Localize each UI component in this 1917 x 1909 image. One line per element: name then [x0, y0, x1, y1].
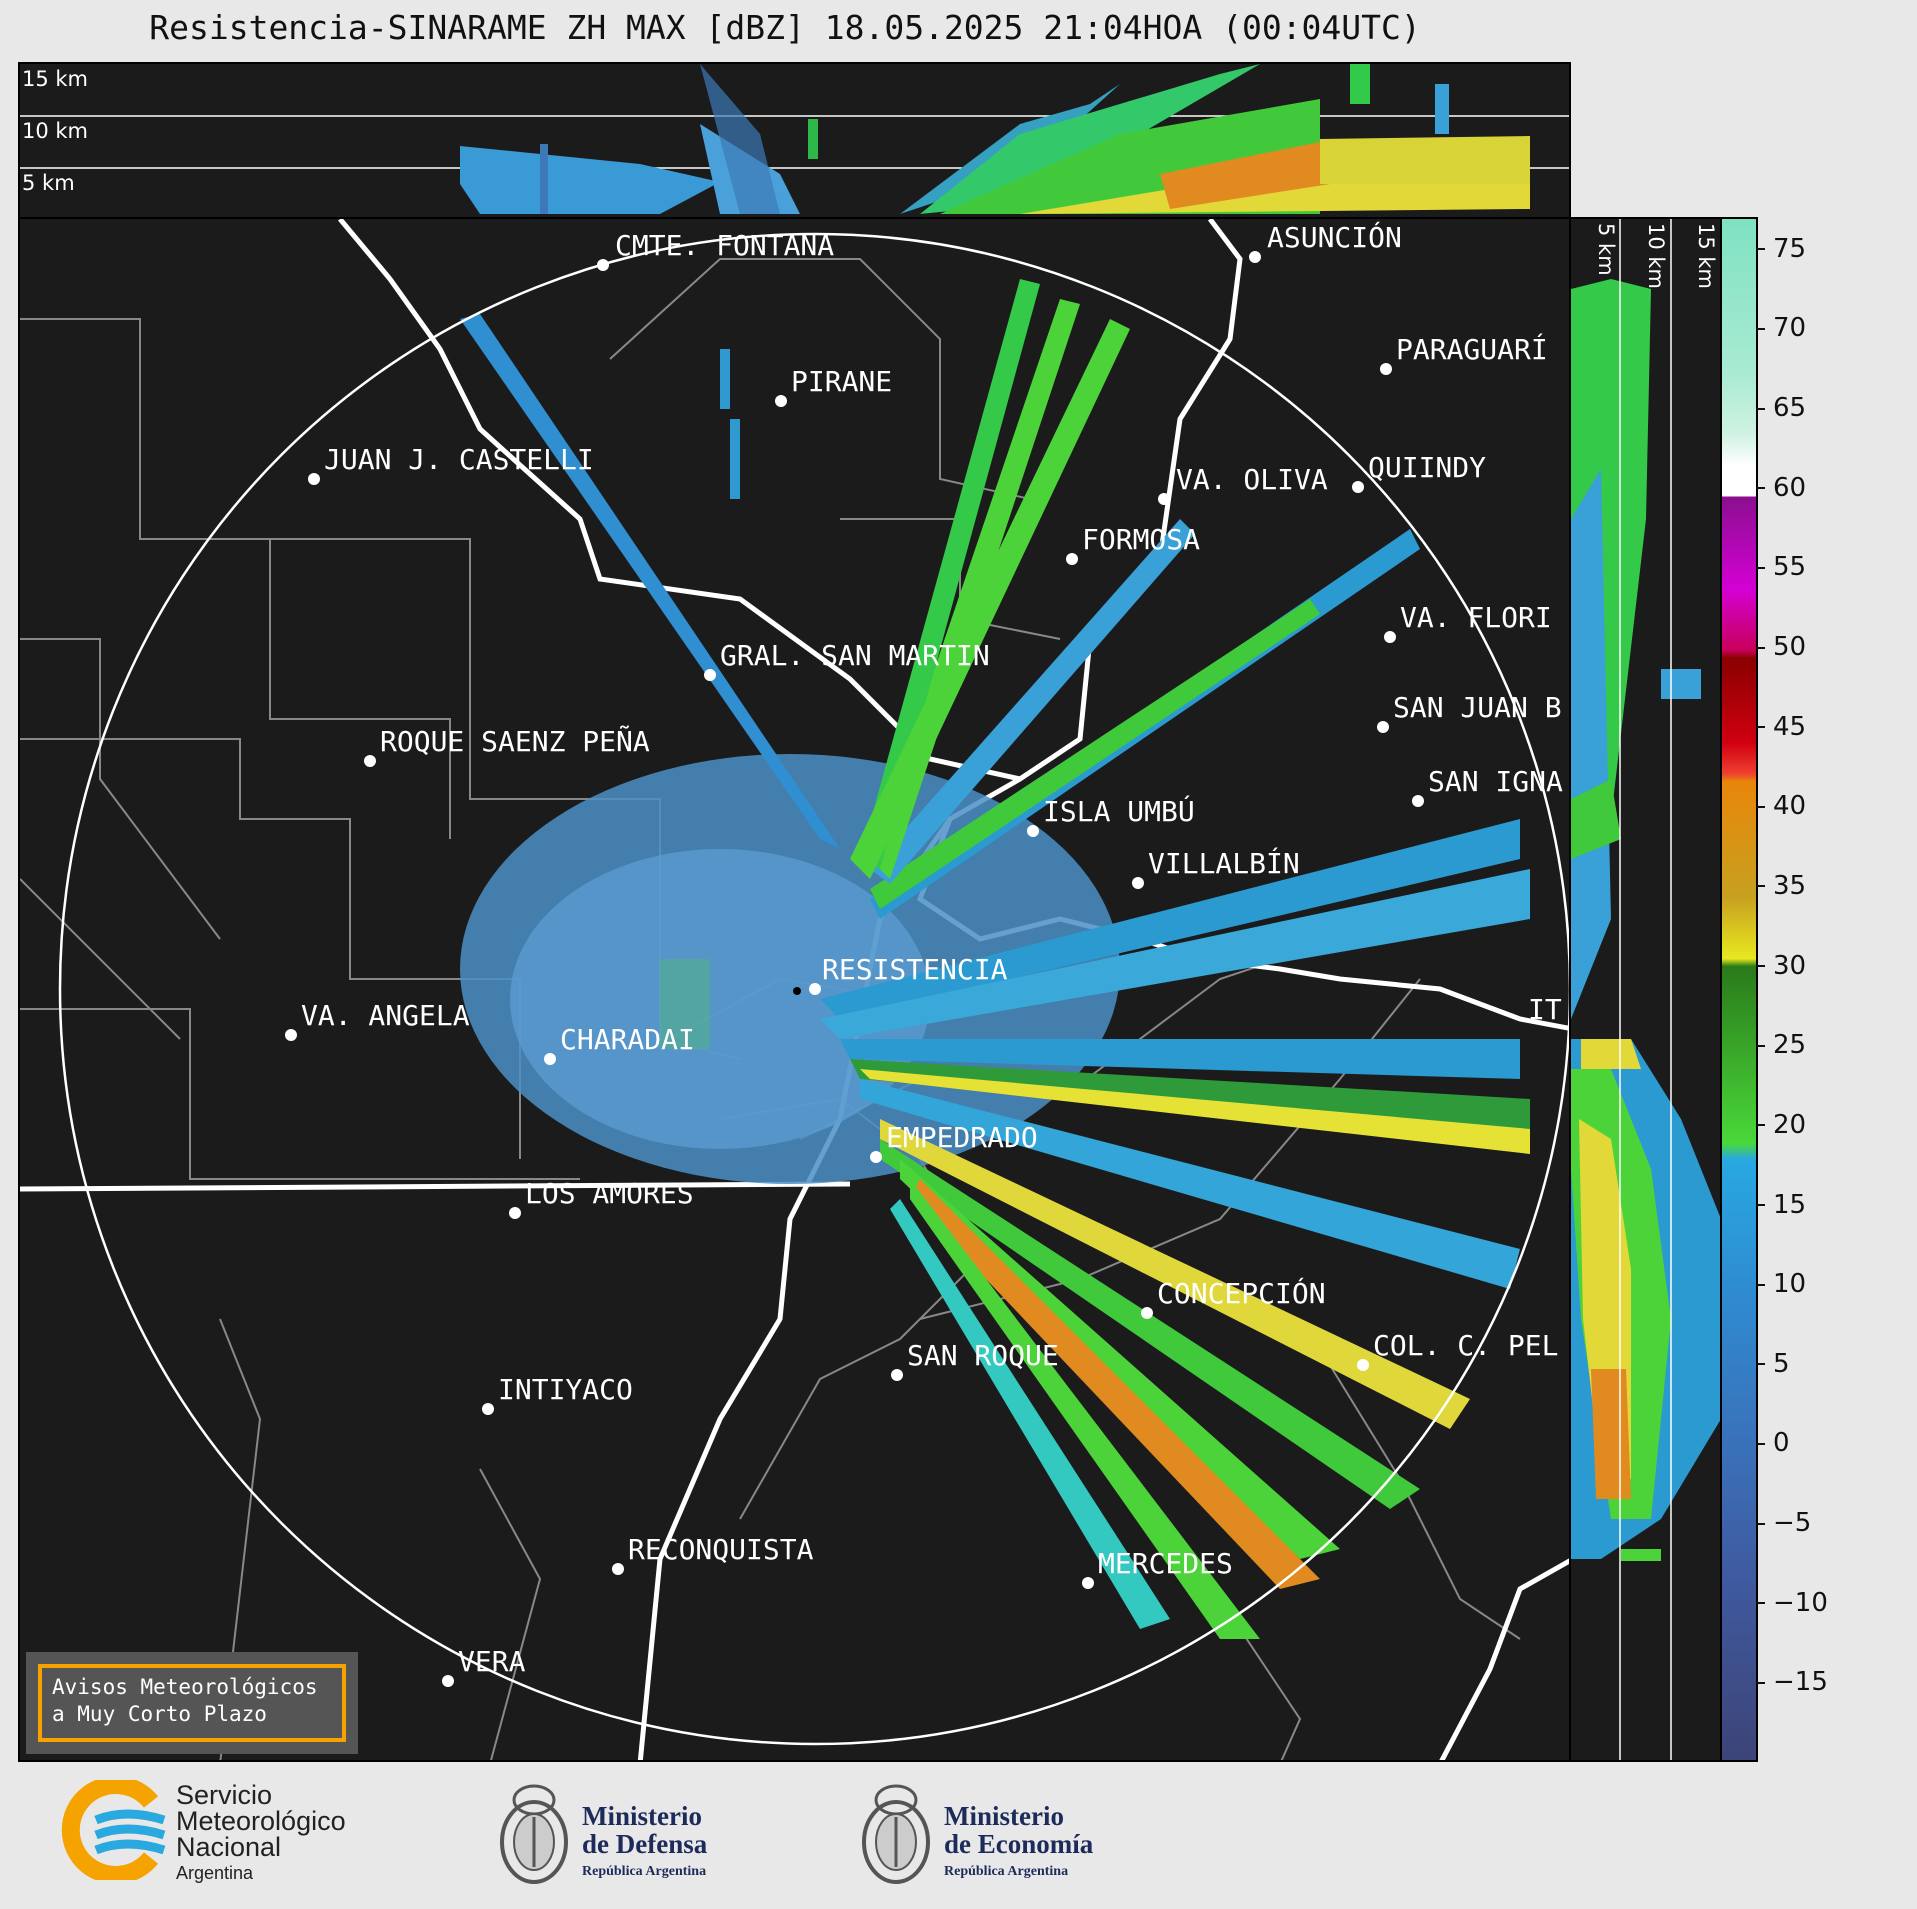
city-label: MERCEDES: [1098, 1547, 1233, 1580]
colorbar-tick-label: 10: [1756, 1269, 1806, 1299]
colorbar-tick-label: 55: [1756, 552, 1806, 582]
ministry-name: de Economía: [944, 1829, 1094, 1859]
colorbar-tick-label: 30: [1756, 951, 1806, 981]
city-label: LOS AMORES: [525, 1177, 694, 1210]
colorbar-tick-label: 60: [1756, 473, 1806, 503]
top-height-label: 15 km: [22, 67, 88, 91]
smn-logo: Servicio Meteorológico Nacional Argentin…: [56, 1780, 396, 1890]
city-label: FORMOSA: [1082, 523, 1200, 556]
aviso-line: Avisos Meteorológicos: [52, 1675, 318, 1699]
ministry-name: de Defensa: [582, 1829, 708, 1859]
city-label: ASUNCIÓN: [1267, 220, 1402, 254]
city-label: CONCEPCIÓN: [1157, 1276, 1326, 1310]
side-cross-section-panel: 5 km 10 km 15 km: [1569, 217, 1722, 1762]
colorbar-tick-label: 40: [1756, 791, 1806, 821]
city-label: VERA: [458, 1645, 526, 1678]
colorbar: [1720, 217, 1758, 1762]
smn-name: Meteorológico: [176, 1806, 346, 1836]
colorbar-tick-label: 75: [1756, 234, 1806, 264]
colorbar-tick-label: 65: [1756, 393, 1806, 423]
city-label: GRAL. SAN MARTIN: [720, 639, 990, 672]
colorbar-tick-label: −10: [1756, 1588, 1828, 1618]
city-label: EMPEDRADO: [886, 1121, 1038, 1154]
colorbar-tick-label: 45: [1756, 712, 1806, 742]
city-label: PARAGUARÍ: [1396, 332, 1548, 366]
range-ring: [58, 232, 1569, 1746]
city-label: IT: [1528, 993, 1562, 1026]
city-label: ROQUE SAENZ PEÑA: [380, 724, 650, 758]
city-label: VA. FLORI: [1400, 601, 1552, 634]
side-cross-section-plot: 5 km 10 km 15 km: [1571, 219, 1720, 1760]
city-label: RECONQUISTA: [628, 1533, 814, 1566]
radar-echoes: [460, 279, 1530, 1639]
colorbar-tick-label: 35: [1756, 871, 1806, 901]
city-label: JUAN J. CASTELLI: [324, 443, 594, 476]
colorbar-tick-label: −15: [1756, 1667, 1828, 1697]
ministry-name: Ministerio: [582, 1801, 702, 1831]
top-cross-section-plot: 15 km 10 km 5 km: [20, 64, 1569, 214]
city-label: VILLALBÍN: [1148, 846, 1300, 880]
ministry-country: República Argentina: [944, 1864, 1069, 1879]
aviso-line: a Muy Corto Plazo: [52, 1702, 267, 1726]
defensa-logo: Ministerio de Defensa República Argentin…: [494, 1772, 754, 1897]
colorbar-tick-label: 5: [1756, 1349, 1790, 1379]
radar-map-panel: CMTE. FONTANA ASUNCIÓN PIRANE PARAGUARÍ …: [18, 217, 1571, 1762]
chart-title: Resistencia-SINARAME ZH MAX [dBZ] 18.05.…: [149, 8, 1421, 47]
city-markers: CMTE. FONTANA ASUNCIÓN PIRANE PARAGUARÍ …: [285, 220, 1563, 1687]
radar-map: CMTE. FONTANA ASUNCIÓN PIRANE PARAGUARÍ …: [20, 219, 1569, 1760]
colorbar-tick-label: 15: [1756, 1190, 1806, 1220]
coat-of-arms-icon: [862, 1784, 930, 1884]
smn-country: Argentina: [176, 1863, 254, 1883]
smn-name: Nacional: [176, 1832, 282, 1862]
top-cross-section-panel: 15 km 10 km 5 km: [18, 62, 1571, 219]
city-label: PIRANE: [791, 365, 892, 398]
colorbar-tick-label: 0: [1756, 1428, 1790, 1458]
side-height-label: 15 km: [1694, 223, 1718, 289]
city-label: CHARADAI: [560, 1023, 695, 1056]
side-height-label: 5 km: [1594, 223, 1618, 276]
aviso-badge[interactable]: Avisos Meteorológicos a Muy Corto Plazo: [26, 1652, 358, 1754]
smn-logo-icon: [61, 1780, 166, 1880]
colorbar-tick-label: −5: [1756, 1508, 1811, 1538]
city-label: INTIYACO: [498, 1373, 633, 1406]
economia-logo: Ministerio de Economía República Argenti…: [856, 1772, 1116, 1897]
city-label: VA. OLIVA: [1176, 463, 1328, 496]
colorbar-tick-label: 25: [1756, 1030, 1806, 1060]
top-height-label: 5 km: [22, 171, 75, 195]
colorbar-tick-label: 70: [1756, 313, 1806, 343]
city-label: RESISTENCIA: [822, 953, 1008, 986]
side-height-label: 10 km: [1644, 223, 1668, 289]
city-label: SAN JUAN B: [1393, 691, 1562, 724]
colorbar-tick-label: 50: [1756, 632, 1806, 662]
city-label: VA. ANGELA: [301, 999, 470, 1032]
smn-name: Servicio: [176, 1780, 273, 1810]
city-label: ISLA UMBÚ: [1043, 794, 1195, 828]
top-height-label: 10 km: [22, 119, 88, 143]
city-label: COL. C. PEL: [1373, 1329, 1558, 1362]
city-label: CMTE. FONTANA: [615, 229, 834, 262]
ministry-name: Ministerio: [944, 1801, 1064, 1831]
city-label: QUIINDY: [1368, 451, 1486, 484]
coat-of-arms-icon: [500, 1784, 568, 1884]
ministry-country: República Argentina: [582, 1864, 707, 1879]
colorbar-ticks: 75 70 65 60 55 50 45 40 35 30 25 20 15 10 5 0 −5 −10 −15: [1756, 217, 1876, 1762]
colorbar-tick-label: 20: [1756, 1110, 1806, 1140]
city-label: SAN ROQUE: [907, 1339, 1059, 1372]
city-label: SAN IGNA: [1428, 765, 1563, 798]
